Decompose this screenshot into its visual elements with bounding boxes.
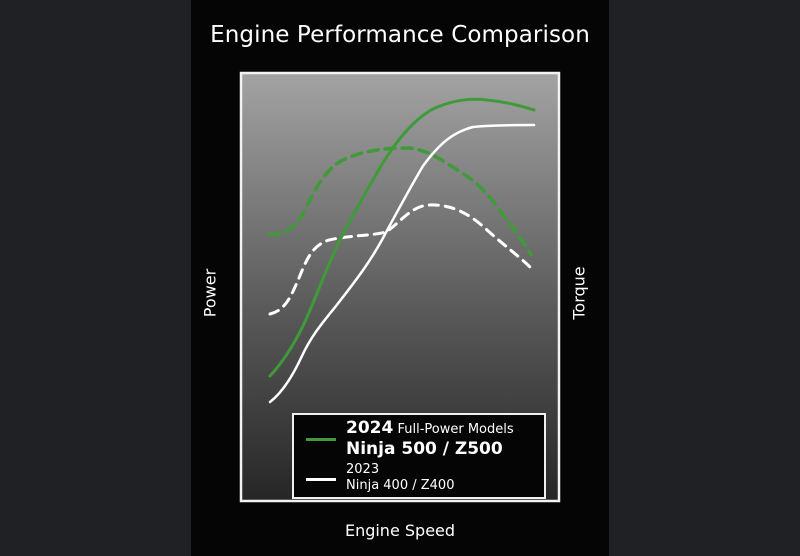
legend-2024-models: Ninja 500 / Z500 <box>346 439 503 459</box>
y-axis-label-left: Power <box>200 268 220 318</box>
legend-swatch-2023 <box>306 478 336 481</box>
torque-curve-2024 <box>268 146 533 257</box>
torque-curve-2023 <box>268 203 533 316</box>
chart-legend: 2024 Full-Power Models Ninja 500 / Z500 … <box>292 413 546 499</box>
legend-2024-year: 2024 <box>346 418 394 438</box>
legend-2024-heading: 2024 Full-Power Models <box>346 418 514 438</box>
power-curve-2023 <box>268 123 536 404</box>
legend-2024-subtitle: Full-Power Models <box>397 422 514 437</box>
legend-2023-year: 2023 <box>346 462 380 477</box>
x-axis-label: Engine Speed <box>344 521 456 540</box>
y-axis-label-right: Torque <box>569 266 589 320</box>
power-curve-2024 <box>268 97 536 378</box>
legend-2023-models: Ninja 400 / Z400 <box>346 478 455 493</box>
chart-title: Engine Performance Comparison <box>210 22 590 48</box>
chart-panel: Engine Performance Comparison Power Torq… <box>191 0 609 556</box>
legend-swatch-2024 <box>306 438 336 441</box>
